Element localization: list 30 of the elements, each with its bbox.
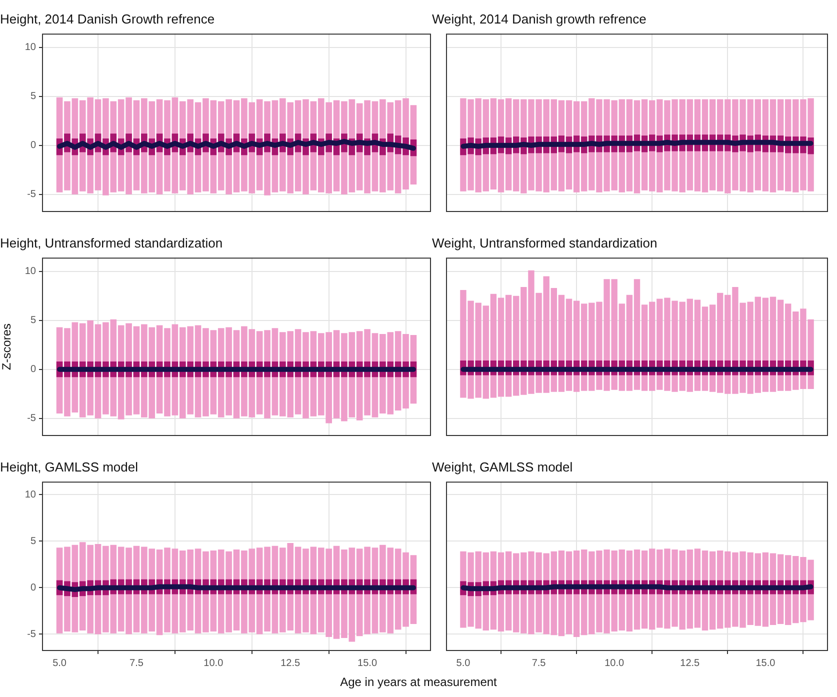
chart-title: Height, Untransformed standardization bbox=[0, 235, 223, 250]
y-tick-label: -5 bbox=[27, 189, 36, 200]
x-tick-label: 10.0 bbox=[204, 658, 224, 669]
y-tick-label: 10 bbox=[24, 266, 36, 278]
y-tick-label: 10 bbox=[24, 489, 36, 500]
x-tick-label: 15.0 bbox=[358, 658, 378, 669]
x-tick-label: 10.0 bbox=[604, 658, 624, 669]
y-tick-label: -5 bbox=[27, 628, 36, 640]
y-tick-label: 0 bbox=[30, 582, 36, 594]
x-tick-label: 5.0 bbox=[52, 658, 67, 669]
x-tick-label: 7.5 bbox=[130, 658, 144, 669]
x-tick-label: 5.0 bbox=[456, 658, 471, 669]
y-tick-label: 5 bbox=[30, 91, 36, 102]
y-tick-label: 0 bbox=[30, 140, 36, 152]
x-tick-label: 15.0 bbox=[756, 658, 776, 669]
y-tick-label: 0 bbox=[30, 364, 36, 376]
chart-title: Weight, Untransformed standardization bbox=[432, 235, 658, 250]
x-tick-label: 12.5 bbox=[280, 658, 301, 669]
y-tick-label: 5 bbox=[30, 315, 36, 326]
chart-title: Weight, 2014 Danish growth refrence bbox=[432, 11, 646, 26]
y-tick-label: 5 bbox=[30, 536, 36, 547]
x-tick-label: 7.5 bbox=[532, 658, 546, 669]
y-tick-label: -5 bbox=[27, 413, 36, 424]
y-axis-title: Z-scores bbox=[0, 323, 14, 370]
x-axis-title: Age in years at measurement bbox=[339, 675, 498, 689]
chart-title: Height, GAMLSS model bbox=[0, 459, 138, 474]
y-tick-label: 10 bbox=[24, 42, 36, 54]
chart-title: Height, 2014 Danish Growth refrence bbox=[0, 11, 215, 26]
x-tick-label: 12.5 bbox=[680, 658, 700, 669]
chart-title: Weight, GAMLSS model bbox=[432, 459, 573, 474]
